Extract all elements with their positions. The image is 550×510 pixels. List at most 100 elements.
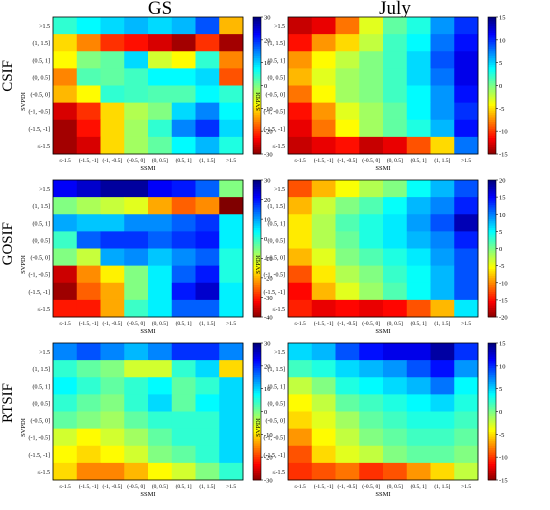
colorbar-segment <box>488 425 496 428</box>
heatmap-panel-gosif-july: >1.5 (1, 1.5] (0.5, 1] (0, 0.5] (-0.5, 0] (-1… <box>255 178 508 336</box>
heatmap-cell <box>335 462 360 481</box>
colorbar-segment <box>253 246 261 249</box>
colorbar-segment <box>488 195 496 199</box>
heatmap-cell <box>219 248 244 267</box>
colorbar-segment <box>253 94 261 98</box>
colorbar-segment <box>488 395 496 399</box>
heatmap-cell <box>195 17 220 35</box>
colorbar-segment <box>253 69 261 73</box>
heatmap-cell <box>288 343 313 361</box>
heatmap-cell <box>430 343 455 361</box>
colorbar-segment <box>488 291 496 295</box>
heatmap-cell <box>383 248 408 267</box>
colorbar-segment <box>253 216 261 220</box>
colorbar-segment <box>488 186 496 190</box>
colorbar-segment <box>488 450 496 453</box>
heatmap-cell <box>171 180 196 198</box>
y-tick-label: (-0.5, 0] <box>266 418 286 425</box>
heatmap-cell <box>53 231 78 249</box>
heatmap-cell <box>406 136 431 155</box>
colorbar-segment <box>253 388 261 392</box>
colorbar-segment <box>488 99 496 102</box>
heatmap-cell <box>359 85 384 104</box>
heatmap-cell <box>288 299 313 318</box>
heatmap-cell <box>335 119 360 138</box>
heatmap-cell <box>53 180 78 198</box>
x-axis-label: SSMI <box>375 491 390 498</box>
x-tick-label: >1.5 <box>461 321 471 327</box>
x-tick-label: (0.5, 1] <box>176 157 192 164</box>
colorbar-segment <box>488 464 496 467</box>
colorbar-segment <box>253 124 261 127</box>
colorbar-segment <box>488 422 496 426</box>
y-tick-label: (0.5, 1] <box>268 220 286 227</box>
x-tick-label: (-1, -0.5] <box>338 483 358 490</box>
y-tick-label: (0, 0.5] <box>268 400 286 407</box>
y-tick-label: (1, 1.5] <box>33 203 51 210</box>
heatmap-cell <box>219 180 244 198</box>
colorbar-segment <box>488 58 496 61</box>
heatmap-cell <box>124 282 149 301</box>
colorbar-segment <box>488 312 496 316</box>
colorbar-segment <box>488 103 496 107</box>
heatmap-cell <box>148 282 173 301</box>
heatmap-cell <box>406 102 431 121</box>
colorbar-segment <box>488 138 496 141</box>
heatmap-cell <box>124 462 149 481</box>
colorbar-segment <box>488 32 496 36</box>
heatmap-cell <box>383 299 408 318</box>
colorbar-segment <box>488 90 496 93</box>
colorbar-segment <box>488 140 496 143</box>
colorbar-tick-label: -30 <box>264 478 273 485</box>
colorbar-segment <box>488 227 496 231</box>
colorbar-segment <box>488 473 496 476</box>
y-tick-label: (-1, -0.5] <box>264 272 286 279</box>
heatmap-cell <box>430 136 455 155</box>
colorbar-segment <box>488 202 496 206</box>
heatmap-cell <box>288 85 313 104</box>
heatmap-cell <box>359 51 384 69</box>
plot-frame <box>287 342 479 481</box>
x-axis-label: SSMI <box>140 328 155 335</box>
heatmap-cell <box>195 343 220 361</box>
colorbar-segment <box>253 275 261 279</box>
heatmap-cell <box>383 428 408 447</box>
heatmap-cell <box>383 51 408 69</box>
colorbar-segment <box>253 298 261 302</box>
x-tick-label: (-1.5, -1] <box>79 483 99 490</box>
colorbar-segment <box>488 275 496 279</box>
heatmap-cell <box>100 136 125 155</box>
heatmap-cell <box>335 68 360 86</box>
y-axis-label: SVPDI <box>255 418 262 437</box>
colorbar-segment <box>488 347 496 351</box>
y-tick-label: (-0.5, 0] <box>266 255 286 262</box>
colorbar-segment <box>488 17 496 20</box>
heatmap-cell <box>454 343 479 361</box>
colorbar-segment <box>488 475 496 479</box>
heatmap-cell <box>288 231 313 249</box>
heatmap-cell <box>311 360 336 378</box>
y-tick-label: (-0.5, 0] <box>31 418 51 425</box>
colorbar-tick-label: -10 <box>264 432 273 439</box>
heatmap-cell <box>288 102 313 121</box>
colorbar-segment <box>488 94 496 98</box>
heatmap-cell <box>53 282 78 301</box>
colorbar-segment <box>253 438 261 442</box>
heatmap-cell <box>359 445 384 464</box>
heatmap-cell <box>195 411 220 430</box>
colorbar-segment <box>488 23 496 27</box>
x-tick-label: (-1, -0.5] <box>103 320 123 327</box>
colorbar-segment <box>253 92 261 96</box>
colorbar-segment <box>488 96 496 100</box>
colorbar-segment <box>253 51 261 54</box>
colorbar-segment <box>488 246 496 249</box>
heatmap-cell <box>335 85 360 104</box>
colorbar-segment <box>488 37 496 41</box>
colorbar-segment <box>253 106 261 109</box>
heatmap-cell <box>454 136 479 155</box>
colorbar-segment <box>253 144 261 148</box>
colorbar-segment <box>253 221 261 224</box>
y-tick-label: >1.5 <box>39 24 50 30</box>
colorbar-segment <box>253 74 261 77</box>
heatmap-cell <box>311 197 336 215</box>
